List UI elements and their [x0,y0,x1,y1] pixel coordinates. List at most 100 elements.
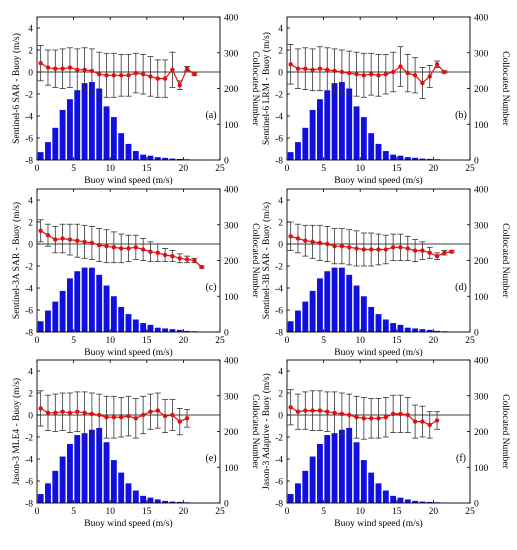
x-tick-label: 15 [392,507,402,517]
y-tick-label: 2 [28,219,33,229]
x-tick-label: 0 [35,336,40,346]
histogram-bar [132,490,139,503]
histogram-bar [169,501,176,503]
bias-point [295,66,301,71]
y-tick-label: -2 [25,263,33,273]
histogram-bar [353,442,360,503]
bias-point [82,410,87,415]
histogram-bar [52,301,59,332]
histogram-bar [375,314,382,333]
histogram-bar [45,310,51,332]
bias-point [295,409,301,414]
histogram-bar [176,329,183,332]
histogram-bar [81,433,88,503]
bias-point [434,253,440,259]
bias-point [339,69,345,75]
histogram-bar [404,157,411,160]
x-tick-label: 25 [215,164,225,174]
bias-point [317,66,323,71]
histogram-bar [338,429,345,503]
x-tick-label: 0 [35,164,40,174]
bias-point [303,238,308,243]
bias-line [40,62,195,87]
bias-point [427,422,432,428]
bias-point [162,252,168,258]
bias-point [67,65,73,70]
bias-point [177,83,182,88]
y-tick-label: -4 [275,456,283,466]
panel-label: (b) [455,110,467,121]
histogram-bar [375,483,382,503]
bias-point [126,413,131,419]
bias-point [89,411,95,417]
y-tick-label: 0 [28,412,33,422]
bias-point [82,239,87,244]
bias-point [412,248,418,253]
x-tick-label: 5 [321,336,326,346]
histogram-bar [81,267,88,332]
x-tick-label: 5 [71,336,76,346]
y-tick-label: 0 [28,69,33,79]
histogram-bar [125,314,132,333]
y2-tick-label: 0 [224,500,229,510]
histogram-bar [154,327,161,332]
bias-point [449,249,454,254]
y2-tick-label: 200 [474,85,489,95]
y2-tick-label: 300 [224,49,239,59]
bias-point [184,66,190,71]
histogram-bar [412,328,419,332]
histogram-bar [382,490,389,503]
bias-point [347,412,352,418]
y2-axis-label: Collocated Number [500,223,510,298]
x-tick-label: 10 [355,507,365,517]
histogram-bar [302,470,309,503]
histogram-bar [162,157,169,160]
y-tick-label: -4 [25,113,33,123]
histogram-bar [67,278,73,333]
bias-point [427,74,432,79]
y2-tick-label: 0 [474,500,479,510]
y-tick-label: 0 [278,412,283,422]
bias-point [177,419,182,424]
bias-point [184,257,190,262]
histogram-bar [309,290,316,332]
bias-point [288,405,293,410]
bias-point [310,408,315,413]
y-tick-label: -8 [275,500,283,510]
x-tick-label: 15 [392,164,402,174]
bias-point [383,247,389,252]
bias-point [332,68,337,74]
x-tick-label: 10 [105,336,115,346]
x-axis-label: Buoy wind speed (m/s) [84,175,172,186]
bias-point [361,73,367,78]
bias-point [332,244,337,249]
histogram-bar [74,435,81,503]
histogram-bar [353,106,360,161]
y-tick-label: 4 [28,25,33,35]
bias-point [347,70,352,76]
y-tick-label: -8 [275,157,283,167]
x-axis-label: Buoy wind speed (m/s) [334,347,422,358]
bias-point [155,250,160,255]
bias-point [162,413,168,419]
y2-tick-label: 100 [474,464,489,474]
y2-tick-label: 300 [474,49,489,59]
histogram-bar [103,442,110,503]
y-tick-label: -6 [25,478,33,488]
histogram-bar [81,83,88,160]
histogram-bar [74,271,81,332]
y-tick-label: 4 [278,197,283,207]
y-axis-label: Sentinel-3A SAR - Buoy (m/s) [11,202,22,319]
histogram-bar [125,143,132,160]
x-axis-label: Buoy wind speed (m/s) [84,518,172,529]
histogram-bar [397,497,404,503]
x-tick-label: 20 [179,507,189,517]
y-axis-label: Jason-3 MLE4 - Buoy (m/s) [11,378,22,485]
panel-label: (c) [205,282,216,293]
histogram-bar [140,323,147,332]
y2-tick-label: 100 [224,121,239,131]
panel-label: (f) [456,453,466,464]
y-axis-label: Sentinel-3B SAR - Buoy (m/s) [261,202,272,319]
histogram-bar [154,499,161,503]
bias-point [89,68,95,74]
